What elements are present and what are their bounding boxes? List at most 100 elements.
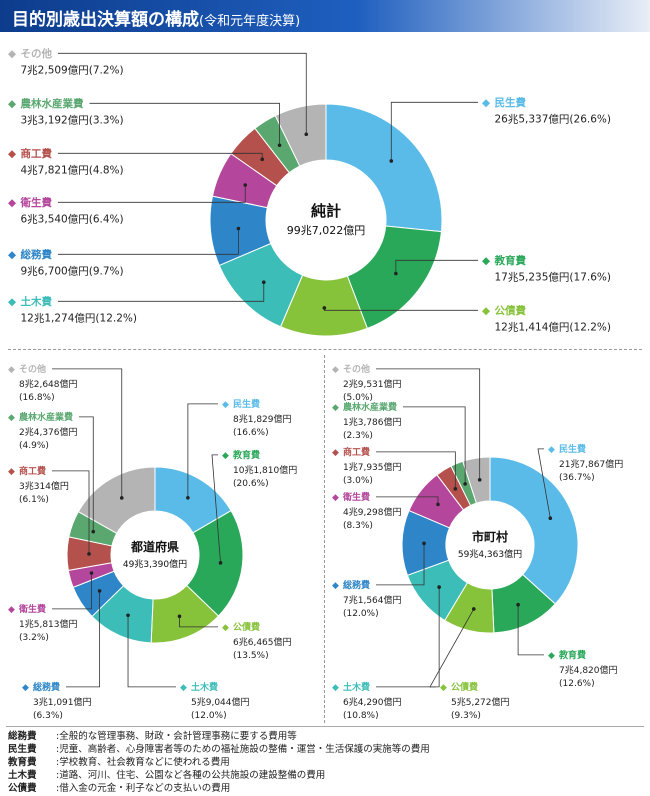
amount-label: 3兆314億円: [19, 480, 69, 492]
leader-dot: [218, 561, 223, 565]
percent-label: (12.0%): [343, 609, 379, 619]
category-label-welfare: 民生費: [495, 96, 527, 109]
leader-line: [52, 573, 92, 610]
legend-marker-icon: ◆: [22, 683, 29, 693]
leader-line: [187, 403, 218, 498]
chart-total: 49兆3,390億円: [123, 558, 187, 570]
donut-hole: [446, 501, 534, 589]
leader-dot: [437, 585, 441, 589]
amount-label: 3兆1,091億円: [33, 696, 92, 708]
leader-dot: [477, 478, 482, 482]
leader-dot: [471, 607, 476, 611]
leader-dot: [453, 487, 458, 491]
category-label-welfare: 民生費: [233, 398, 260, 410]
percent-label: (5.0%): [343, 393, 373, 403]
legend-marker-icon: ◆: [8, 197, 17, 209]
percent-label: (3.0%): [343, 476, 373, 486]
legend-marker-icon: ◆: [332, 403, 339, 413]
legend-marker-icon: ◆: [332, 683, 339, 693]
legend-marker-icon: ◆: [8, 467, 15, 477]
amount-label: 5兆9,044億円: [191, 696, 250, 708]
note-row: 公債費 :借入金の元金・利子などの支払いの費用: [8, 782, 644, 795]
percent-label: (20.6%): [233, 479, 269, 489]
legend-marker-icon: ◆: [8, 605, 15, 615]
note-row: 教育費:学校教育、社会教育などに使われる費用: [8, 756, 644, 769]
leader-dot: [243, 183, 248, 187]
note-term: 教育費: [8, 757, 37, 768]
chart-title: 純計: [311, 202, 341, 220]
leader-dot: [126, 613, 130, 618]
amount-label: 12兆1,274億円(12.2%): [21, 312, 137, 325]
legend-marker-icon: ◆: [332, 581, 339, 591]
leader-dot: [516, 602, 520, 607]
leader-line: [376, 368, 481, 480]
category-label-commerce: 商工費: [343, 446, 370, 458]
leader-dot: [277, 143, 282, 148]
amount-label: 7兆1,564億円: [343, 594, 402, 606]
chart-title: 市町村: [472, 529, 508, 544]
amount-label: 6兆6,465億円: [233, 636, 292, 648]
legend-marker-icon: ◆: [8, 148, 17, 160]
legend-marker-icon: ◆: [548, 651, 555, 661]
divider-vertical: [324, 355, 325, 723]
leader-line: [390, 101, 478, 161]
category-label-other: その他: [21, 47, 53, 60]
percent-label: (12.0%): [191, 711, 227, 721]
percent-label: (13.5%): [233, 651, 269, 661]
leader-line: [58, 282, 265, 302]
divider-horizontal: [8, 349, 642, 350]
amount-label: 26兆5,337億円(26.6%): [495, 113, 611, 126]
note-term: 公債費: [8, 783, 37, 794]
category-label-sanitation: 衛生費: [342, 491, 370, 503]
note-desc: :借入金の元金・利子などの支払いの費用: [56, 783, 231, 794]
leader-line: [58, 185, 246, 203]
amount-label: 21兆7,867億円: [559, 458, 623, 470]
percent-label: (8.3%): [343, 521, 373, 531]
note-term: 土木費: [8, 770, 37, 781]
category-label-commerce: 商工費: [19, 465, 46, 477]
category-label-general-affairs: 総務費: [21, 248, 53, 261]
leader-line: [395, 259, 478, 274]
leader-line: [179, 616, 218, 628]
leader-line: [517, 604, 544, 656]
category-label-welfare: 民生費: [559, 443, 586, 455]
percent-label: (16.6%): [233, 428, 269, 438]
amount-label: 9兆6,700億円(9.7%): [21, 265, 124, 278]
leader-dot: [87, 552, 91, 556]
category-label-civil: 土木費: [191, 681, 218, 693]
amount-label: 6兆4,290億円: [343, 696, 402, 708]
leader-line: [376, 451, 456, 489]
amount-label: 6兆3,540億円(6.4%): [21, 213, 124, 226]
amount-label: 8兆1,829億円: [233, 413, 292, 425]
percent-label: (16.8%): [19, 393, 55, 403]
category-label-civil: 土木費: [21, 295, 53, 308]
category-label-education: 教育費: [558, 649, 586, 661]
note-term: 民生費: [8, 744, 37, 755]
percent-label: (10.8%): [343, 711, 379, 721]
notes: 総務費:全般的な管理事務、財政・会計管理事務に要する費用等 民生費:児童、高齢者…: [8, 730, 644, 795]
category-label-agriculture: 農林水産業費: [343, 401, 397, 413]
legend-marker-icon: ◆: [548, 445, 555, 455]
percent-label: (3.2%): [19, 633, 49, 643]
leader-dot: [463, 482, 467, 486]
leader-dot: [177, 614, 182, 619]
legend-marker-icon: ◆: [222, 451, 229, 461]
percent-label: (6.3%): [33, 711, 63, 721]
amount-label: 12兆1,414億円(12.2%): [495, 321, 611, 334]
category-label-education: 教育費: [494, 254, 527, 267]
leader-dot: [236, 226, 241, 231]
legend-marker-icon: ◆: [332, 493, 339, 503]
category-label-sanitation: 衛生費: [20, 196, 53, 209]
amount-label: 1兆5,813億円: [19, 618, 78, 630]
title-text: 目的別歳出決算額の構成: [12, 10, 199, 30]
leader-dot: [304, 132, 309, 137]
percent-label: (9.3%): [451, 711, 481, 721]
leader-dot: [322, 306, 327, 310]
leader-line: [403, 406, 466, 484]
legend-marker-icon: ◆: [8, 296, 17, 308]
amount-label: 1兆3,786億円: [343, 416, 402, 428]
leader-line: [58, 152, 263, 160]
category-label-general-affairs: 総務費: [343, 579, 370, 591]
chart-total: 59兆4,363億円: [458, 548, 522, 560]
leader-dot: [422, 541, 426, 546]
